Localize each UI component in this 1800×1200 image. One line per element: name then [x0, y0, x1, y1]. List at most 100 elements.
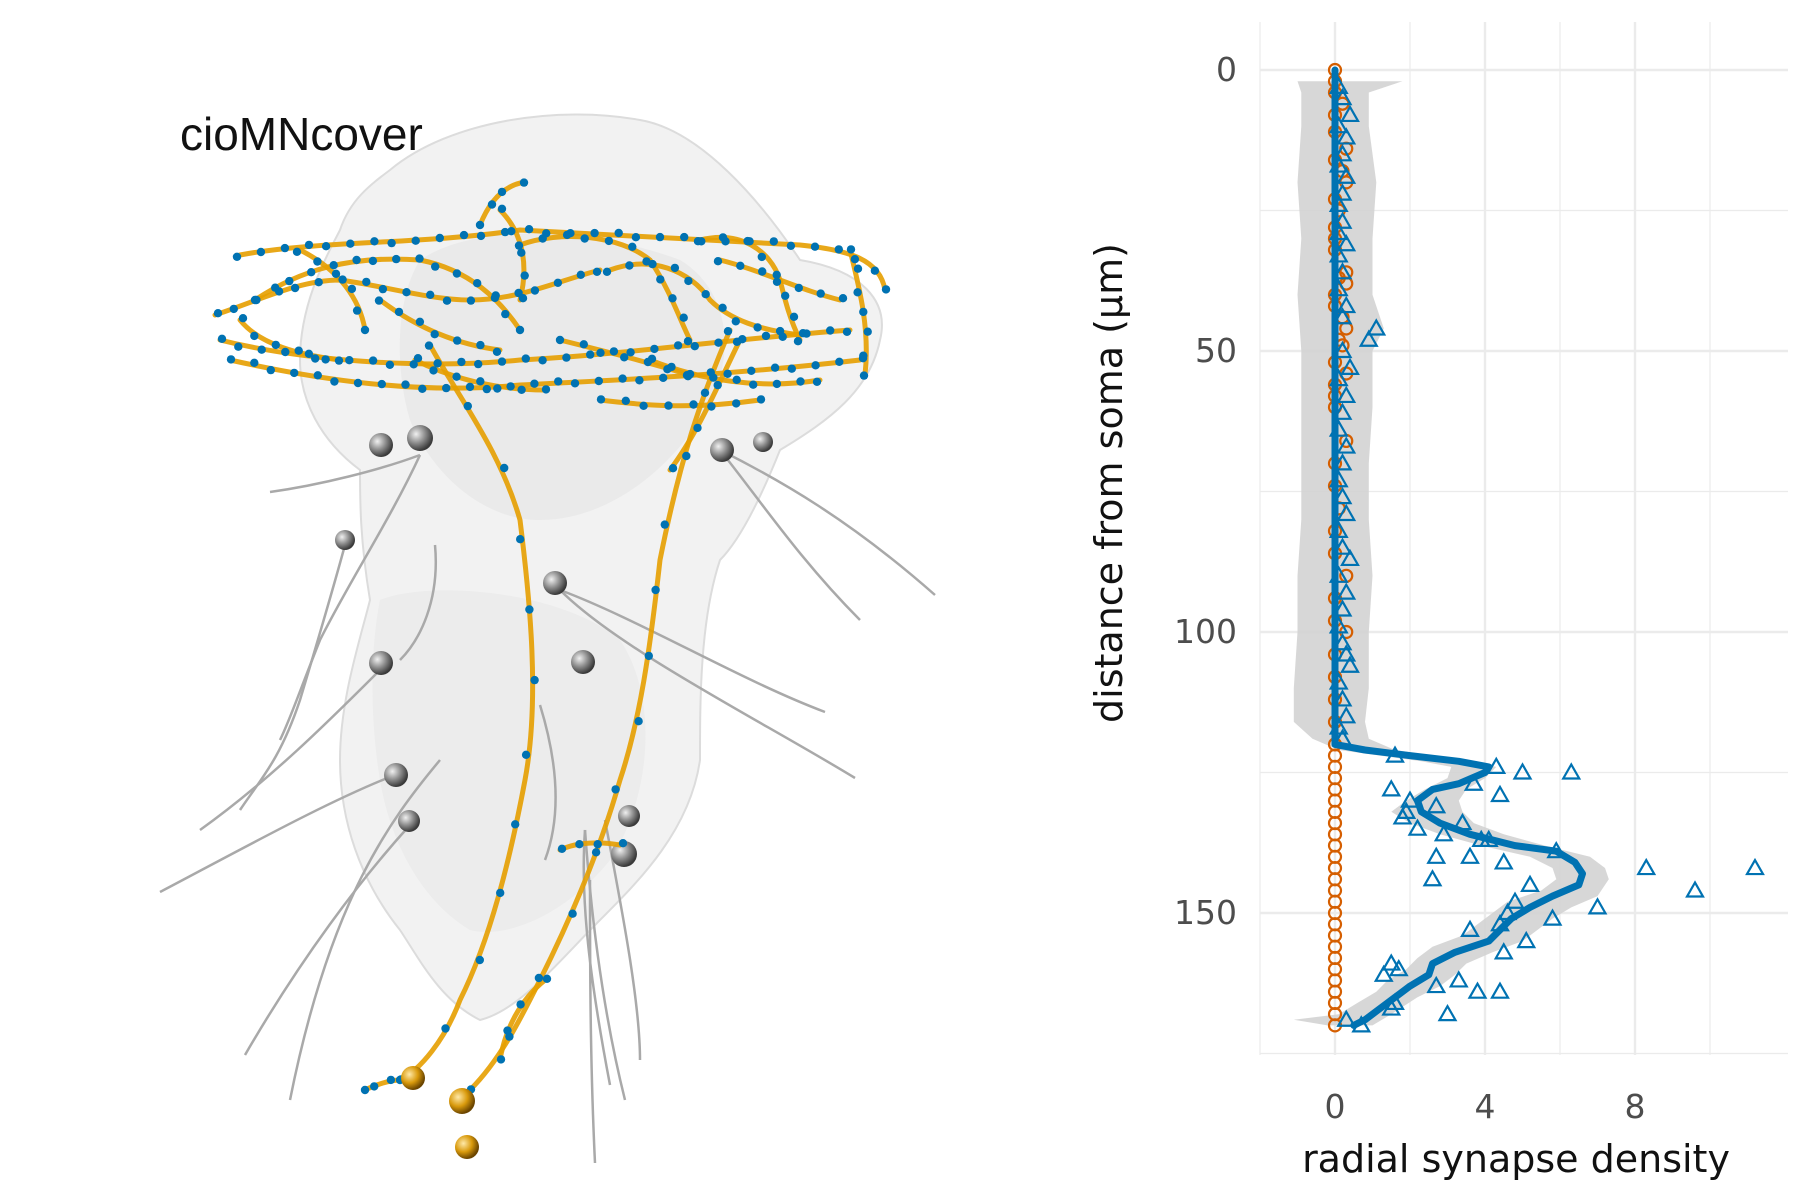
synapse-dot — [647, 354, 657, 363]
synapse-dot — [732, 399, 741, 408]
synapse-dot — [816, 289, 825, 298]
grey-soma — [369, 651, 393, 675]
synapse-dot — [689, 400, 698, 409]
synapse-dot — [433, 359, 442, 368]
synapse-dot — [370, 237, 379, 246]
synapse-dot — [609, 347, 619, 356]
synapse-dot — [426, 290, 435, 299]
synapse-dot — [718, 303, 727, 312]
grey-soma — [611, 841, 637, 867]
triangle-point — [1745, 857, 1765, 876]
synapse-dot — [663, 365, 672, 374]
synapse-dot — [732, 337, 742, 346]
synapse-dot — [604, 236, 614, 246]
grey-soma — [398, 810, 420, 832]
triangle-point — [1328, 245, 1349, 263]
synapse-dot — [648, 259, 657, 269]
synapse-dot — [232, 252, 242, 261]
synapse-dot — [463, 401, 472, 411]
triangle-point — [1332, 307, 1353, 325]
synapse-dot — [798, 329, 808, 338]
synapse-dot — [362, 277, 371, 287]
synapse-dot — [650, 344, 659, 354]
synapse-dot — [415, 317, 425, 326]
synapse-dot — [377, 379, 386, 389]
triangle-point — [1426, 846, 1447, 864]
synapse-dot — [530, 379, 539, 388]
synapse-dot — [723, 369, 732, 378]
triangle-point — [1328, 76, 1349, 94]
synapse-dot — [557, 844, 567, 853]
synapse-dot — [360, 1085, 370, 1095]
grey-soma — [710, 438, 734, 462]
synapse-dot — [250, 358, 259, 367]
triangle-point — [1332, 486, 1353, 505]
synapse-dot — [213, 309, 223, 318]
y-tick-label: 150 — [1174, 893, 1237, 932]
synapse-dot — [415, 254, 424, 263]
synapse-dot — [596, 395, 606, 404]
synapse-dot — [492, 347, 502, 356]
triangle-point — [1366, 318, 1387, 336]
grey-soma — [407, 425, 433, 451]
gold-soma — [455, 1135, 479, 1159]
synapse-dot — [684, 276, 693, 286]
synapse-dot — [664, 401, 673, 410]
synapse-dot — [515, 325, 525, 335]
synapse-dot — [394, 307, 404, 317]
triangle-point — [1486, 756, 1507, 774]
synapse-dot — [713, 380, 722, 390]
triangle-point — [1546, 840, 1567, 859]
synapse-dot — [756, 395, 766, 404]
neuron-rendering: cioMNcover — [159, 108, 936, 1164]
synapse-dot — [487, 200, 497, 209]
triangle-point — [1636, 857, 1657, 876]
synapse-dot — [682, 451, 691, 461]
triangle-point — [1478, 829, 1499, 848]
synapse-dot — [590, 228, 599, 238]
synapse-dot — [757, 252, 766, 262]
triangle-point — [1332, 144, 1353, 162]
triangle-point — [1561, 762, 1582, 780]
synapse-dot — [290, 283, 300, 293]
triangle-point — [1328, 520, 1349, 538]
grey-somata — [335, 425, 773, 867]
triangle-point — [1505, 891, 1525, 909]
synapse-dot — [775, 326, 785, 336]
grey-soma — [571, 650, 595, 674]
synapse-dot — [693, 237, 703, 246]
synapse-dot — [562, 353, 571, 362]
synapse-dot — [621, 396, 630, 405]
synapse-dot — [659, 373, 668, 382]
synapse-dot — [593, 840, 602, 849]
synapse-dot — [789, 312, 799, 321]
triangle-point — [1332, 402, 1353, 420]
y-tick-label: 100 — [1174, 612, 1237, 651]
triangle-point — [1328, 222, 1349, 241]
synapse-dot — [503, 1026, 512, 1035]
synapse-dot — [542, 974, 552, 983]
triangle-point — [1497, 902, 1518, 921]
y-tick-label: 50 — [1195, 331, 1237, 370]
synapse-dot — [475, 955, 484, 965]
synapse-dot — [693, 423, 702, 433]
body-volume-inner — [399, 233, 725, 520]
synapse-dot — [250, 331, 259, 341]
synapse-dot — [500, 227, 510, 237]
triangle-point — [1328, 470, 1349, 488]
triangle-point — [1328, 155, 1349, 173]
triangle-point — [1336, 127, 1357, 145]
synapse-dot — [787, 364, 796, 373]
synapse-dot — [747, 366, 756, 375]
synapse-dot — [500, 463, 509, 473]
synapse-dot — [690, 342, 699, 351]
synapse-dot — [736, 261, 745, 270]
synapse-dot — [345, 356, 354, 365]
synapse-dot — [331, 269, 341, 278]
synapse-dot — [660, 520, 669, 529]
synapse-dot — [592, 267, 602, 276]
synapse-dot — [431, 262, 440, 271]
synapse-dot — [772, 277, 782, 286]
synapse-dot — [732, 375, 741, 384]
